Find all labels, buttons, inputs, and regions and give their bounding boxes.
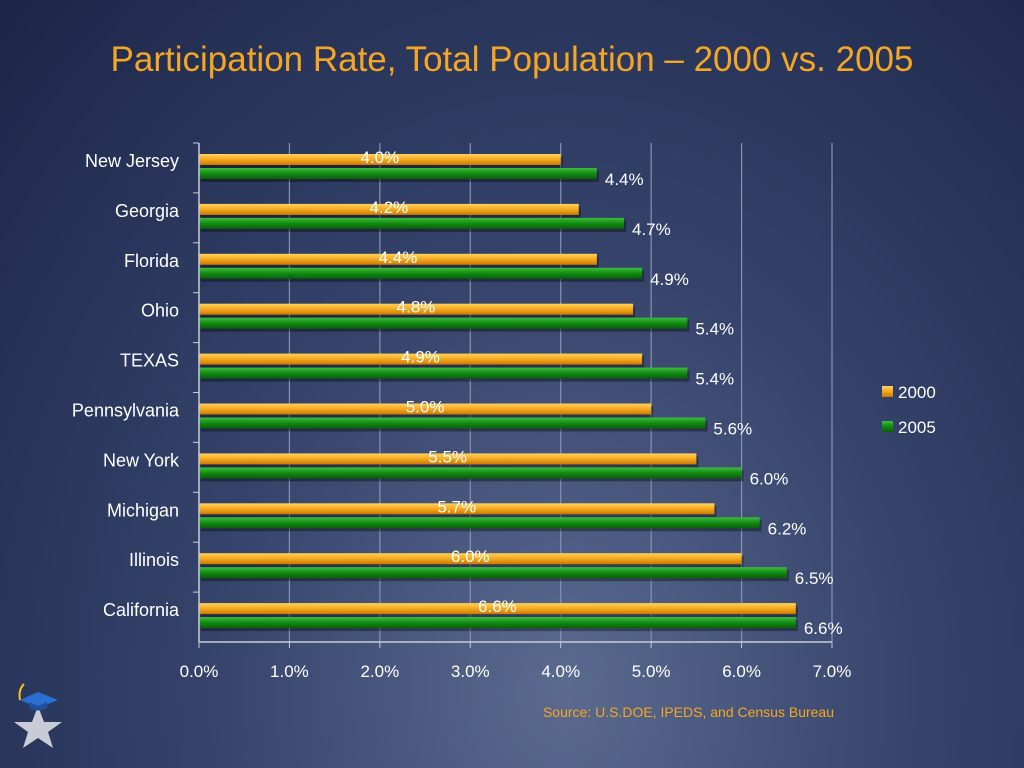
x-tick-label: 7.0% [813, 662, 852, 681]
bar-2000 [199, 253, 597, 265]
data-label-2000: 5.7% [437, 497, 476, 516]
data-label-2005: 4.9% [650, 270, 689, 289]
bar-2005 [199, 517, 760, 529]
bar-2005 [199, 267, 643, 279]
bar-2000 [199, 403, 652, 415]
x-tick-label: 4.0% [541, 662, 580, 681]
bar-2005 [199, 417, 706, 429]
data-label-2000: 4.9% [401, 348, 440, 367]
labels: 0.0% 1.0% 2.0% 3.0% 4.0% 5.0% 6.0% 7.0% New Jers… [72, 148, 851, 681]
bar-2000 [199, 503, 715, 515]
slide-title: Participation Rate, Total Population – 2… [110, 40, 914, 79]
bars [199, 154, 798, 632]
data-label-2000: 4.8% [397, 298, 436, 317]
category-label: California [103, 600, 180, 620]
category-label: Pennsylvania [72, 400, 180, 420]
data-label-2005: 4.4% [605, 170, 644, 189]
data-label-2005: 6.6% [804, 619, 843, 638]
data-label-2000: 6.6% [478, 597, 517, 616]
category-label: New York [103, 450, 180, 470]
legend-swatch-2005 [882, 421, 893, 432]
category-label: Georgia [115, 201, 180, 221]
data-label-2000: 5.5% [428, 447, 467, 466]
bar-2000 [199, 154, 561, 165]
x-tick-label: 6.0% [722, 662, 761, 681]
x-tick-label: 3.0% [451, 662, 490, 681]
bar-2000 [199, 303, 634, 315]
legend-label-2005: 2005 [898, 418, 936, 437]
data-label-2005: 6.2% [768, 519, 807, 538]
bar-2005 [199, 317, 688, 329]
x-tick-label: 0.0% [180, 662, 219, 681]
bar-2005 [199, 217, 625, 229]
bar-2000 [199, 203, 579, 215]
bar-2000 [199, 603, 796, 615]
data-label-2000: 4.0% [360, 148, 399, 167]
legend-swatch-2000 [882, 386, 893, 397]
data-label-2005: 5.6% [713, 420, 752, 439]
x-tick-label: 5.0% [632, 662, 671, 681]
category-label: Florida [124, 251, 180, 271]
bar-2005 [199, 567, 787, 579]
bar-2005 [199, 168, 597, 179]
data-label-2005: 4.7% [632, 220, 671, 239]
legend-label-2000: 2000 [898, 383, 936, 402]
bar-2000 [199, 453, 697, 465]
data-label-2000: 5.0% [406, 398, 445, 417]
data-label-2005: 6.0% [750, 469, 789, 488]
bar-2005 [199, 467, 742, 479]
axes [193, 142, 833, 648]
legend: 2000 2005 [882, 383, 936, 437]
category-label: Ohio [141, 301, 179, 321]
data-label-2000: 6.0% [451, 547, 490, 566]
category-label: TEXAS [120, 351, 179, 371]
bar-2005 [199, 367, 688, 379]
star-graduation-cap-logo [14, 683, 62, 748]
category-label: Michigan [107, 500, 179, 520]
data-label-2005: 6.5% [795, 569, 834, 588]
bar-2000 [199, 353, 643, 365]
bar-2005 [199, 617, 796, 629]
category-label: Illinois [129, 550, 179, 570]
data-label-2005: 5.4% [695, 370, 734, 389]
x-tick-label: 1.0% [270, 662, 309, 681]
data-label-2005: 5.4% [695, 320, 734, 339]
bar-2000 [199, 553, 742, 565]
source-note: Source: U.S.DOE, IPEDS, and Census Burea… [542, 704, 834, 720]
data-label-2000: 4.4% [379, 248, 418, 267]
data-label-2000: 4.2% [370, 198, 409, 217]
x-tick-label: 2.0% [360, 662, 399, 681]
category-label: New Jersey [85, 151, 179, 171]
